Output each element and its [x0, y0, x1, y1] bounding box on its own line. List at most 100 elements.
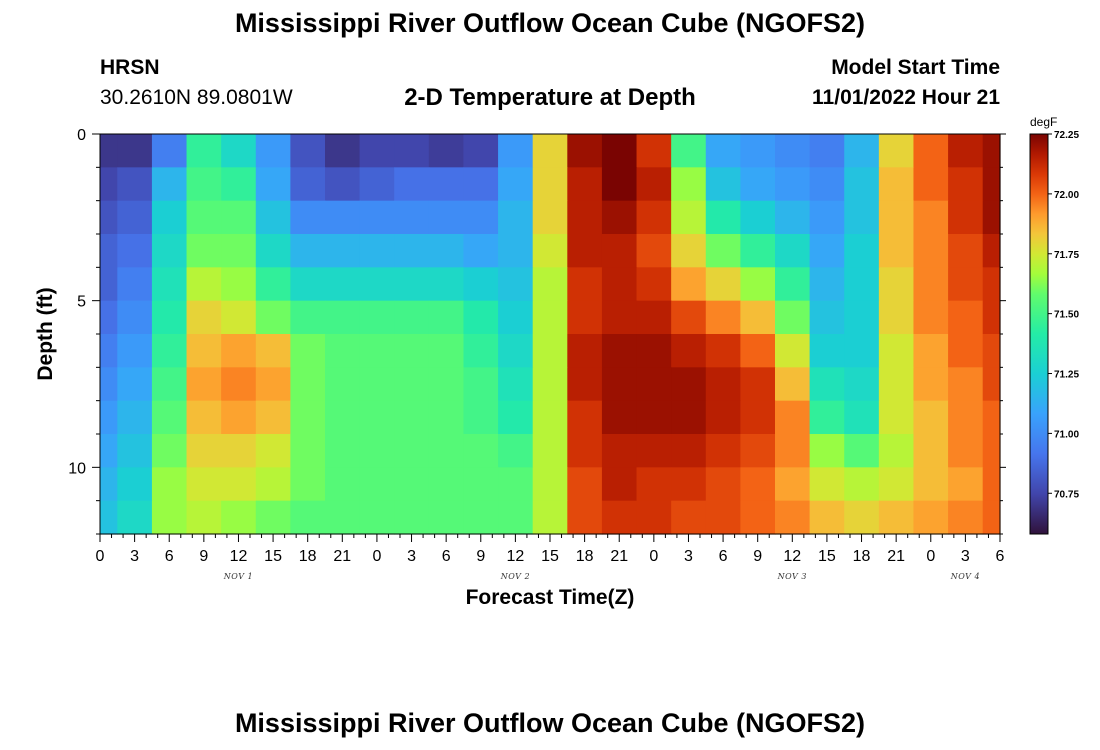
heatmap-cell: [567, 500, 603, 535]
heatmap-cell: [671, 367, 707, 402]
heatmap-cell: [948, 167, 984, 202]
heatmap-cell: [913, 500, 949, 535]
heatmap-cell: [775, 234, 811, 268]
heatmap-cell: [221, 134, 257, 168]
colorbar-unit: degF: [1030, 115, 1057, 129]
heatmap-cell: [913, 134, 949, 168]
x-tick-label: 18: [853, 548, 871, 565]
heatmap-cell: [498, 234, 534, 268]
heatmap-cell: [498, 500, 534, 535]
heatmap-cell: [532, 167, 568, 202]
heatmap-cell: [671, 167, 707, 202]
heatmap-cell: [325, 267, 361, 302]
heatmap-cell: [671, 300, 707, 335]
heatmap-cell: [913, 234, 949, 268]
heatmap-cell: [948, 234, 984, 268]
heatmap-cell: [359, 400, 395, 435]
heatmap-cell: [221, 467, 257, 502]
heatmap-cell: [463, 434, 499, 468]
heatmap-cell: [982, 300, 1001, 335]
heatmap-cell: [809, 434, 845, 468]
colorbar-tick-label: 71.00: [1054, 429, 1079, 440]
heatmap-cell: [325, 500, 361, 535]
heatmap-cell: [567, 400, 603, 435]
x-tick-label: 12: [506, 548, 524, 565]
heatmap-cell: [463, 167, 499, 202]
x-tick-label: 3: [407, 548, 416, 565]
heatmap-cell: [359, 267, 395, 302]
x-tick-label: 6: [165, 548, 174, 565]
heatmap-cell: [428, 500, 465, 535]
heatmap-cell: [186, 367, 222, 402]
heatmap-cell: [913, 400, 949, 435]
heatmap-cell: [151, 267, 188, 302]
colorbar-gradient: [1029, 133, 1049, 535]
heatmap-cell: [151, 467, 188, 502]
heatmap-cell: [982, 134, 1001, 168]
heatmap-cell: [913, 267, 949, 302]
heatmap-cell: [498, 367, 534, 402]
heatmap-cell: [809, 400, 845, 435]
heatmap-cell: [705, 300, 741, 335]
heatmap-cell: [601, 200, 638, 235]
x-tick-label: 15: [818, 548, 836, 565]
heatmap-cell: [463, 267, 499, 302]
heatmap-cell: [878, 400, 915, 435]
heatmap-cell: [290, 300, 326, 335]
heatmap-cell: [636, 267, 672, 302]
heatmap-cell: [532, 334, 568, 368]
heatmap-cell: [290, 200, 326, 235]
heatmap-cell: [775, 300, 811, 335]
heatmap-cell: [186, 434, 222, 468]
heatmap-cell: [290, 134, 326, 168]
heatmap-cell: [982, 267, 1001, 302]
heatmap-cell: [151, 334, 188, 368]
heatmap-cell: [671, 134, 707, 168]
heatmap-cell: [221, 167, 257, 202]
heatmap-cell: [463, 467, 499, 502]
heatmap-cell: [325, 300, 361, 335]
heatmap-cell: [567, 367, 603, 402]
x-tick-label: 12: [230, 548, 248, 565]
heatmap-cell: [809, 467, 845, 502]
heatmap-cell: [948, 300, 984, 335]
heatmap-cell: [255, 300, 291, 335]
heatmap-cell: [117, 400, 153, 435]
heatmap-cell: [636, 367, 672, 402]
heatmap-cell: [740, 134, 776, 168]
heatmap-cell: [878, 267, 915, 302]
heatmap-cell: [982, 334, 1001, 368]
heatmap-cell: [844, 267, 880, 302]
heatmap-cell: [255, 167, 291, 202]
heatmap-cell: [775, 434, 811, 468]
x-tick-label: 6: [719, 548, 728, 565]
heatmap-cell: [255, 367, 291, 402]
x-tick-label: 0: [926, 548, 935, 565]
heatmap-cell: [498, 267, 534, 302]
x-tick-label: 15: [264, 548, 282, 565]
heatmap-cell: [636, 234, 672, 268]
heatmap-cell: [221, 334, 257, 368]
x-axis-label: Forecast Time(Z): [466, 586, 635, 609]
heatmap-cell: [100, 367, 118, 402]
heatmap-cell: [117, 467, 153, 502]
heatmap-cell: [359, 167, 395, 202]
heatmap-cell: [151, 200, 188, 235]
heatmap-cell: [117, 234, 153, 268]
heatmap-cell: [878, 234, 915, 268]
heatmap-cell: [809, 200, 845, 235]
heatmap-cell: [982, 167, 1001, 202]
heatmap-cell: [151, 300, 188, 335]
heatmap-cell: [100, 434, 118, 468]
heatmap-cell: [775, 267, 811, 302]
x-tick-label: 0: [649, 548, 658, 565]
heatmap-cell: [844, 167, 880, 202]
heatmap-cell: [878, 300, 915, 335]
heatmap-cell: [740, 267, 776, 302]
heatmap-cell: [498, 200, 534, 235]
heatmap-cell: [567, 300, 603, 335]
heatmap-cell: [601, 434, 638, 468]
heatmap-cell: [100, 467, 118, 502]
heatmap-cell: [290, 167, 326, 202]
heatmap-cell: [428, 134, 465, 168]
